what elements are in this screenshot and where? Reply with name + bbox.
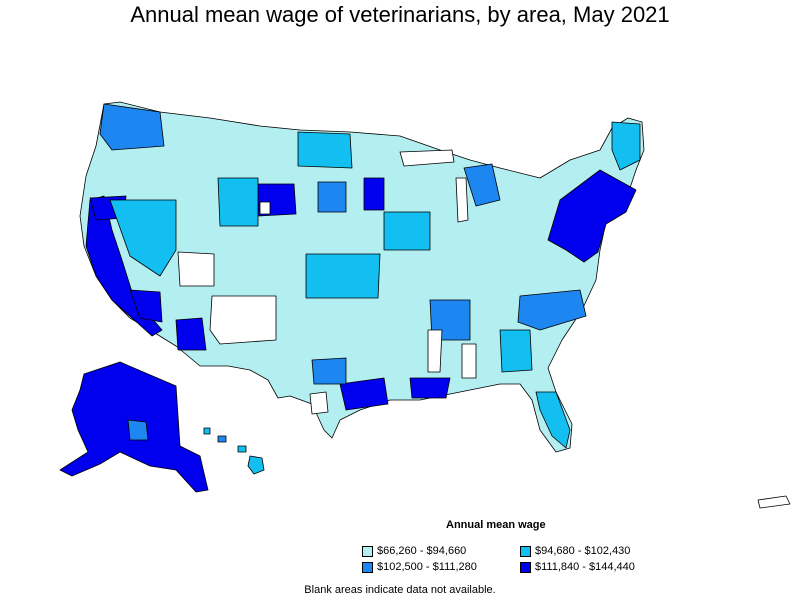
- region-michigan: [463, 163, 501, 207]
- region-idaho-wyoming: [217, 177, 259, 227]
- region-california-coast: [85, 195, 163, 337]
- region-south-dakota-east: [317, 181, 347, 213]
- region-wyoming-center: [259, 201, 271, 215]
- region-texas-central: [311, 357, 347, 385]
- region-nevada: [109, 199, 177, 277]
- alaska-southwest: [127, 419, 149, 441]
- legend-swatch-band-4: [520, 561, 531, 573]
- legend-item-band-4: $111,840 - $144,440: [520, 561, 635, 573]
- region-new-mexico-no-data: [209, 295, 277, 345]
- region-maine: [611, 121, 641, 171]
- region-washington: [99, 103, 165, 151]
- legend-label-band-4: $111,840 - $144,440: [535, 561, 635, 573]
- hawaii-maui: [237, 445, 247, 453]
- lake-michigan: [455, 177, 469, 223]
- region-dakotas: [297, 131, 353, 169]
- legend-swatch-band-1: [362, 545, 373, 557]
- region-alabama-no-data: [461, 343, 477, 379]
- region-gulf-coast: [409, 377, 451, 399]
- hawaii-kauai: [203, 427, 211, 435]
- region-iowa-illinois: [383, 211, 431, 251]
- region-texas-east: [339, 377, 389, 411]
- legend-label-band-3: $102,500 - $111,280: [377, 561, 477, 573]
- legend-item-band-1: $66,260 - $94,660: [362, 545, 466, 557]
- footnote: Blank areas indicate data not available.: [304, 584, 496, 596]
- hawaii-oahu: [217, 435, 227, 443]
- region-minnesota: [363, 177, 385, 211]
- lake-superior: [399, 149, 455, 167]
- legend-title: Annual mean wage: [446, 519, 546, 531]
- region-south-texas-no-data: [309, 391, 329, 415]
- puerto-rico: [757, 495, 791, 509]
- map-title: Annual mean wage of veterinarians, by ar…: [130, 2, 670, 27]
- region-southern-california: [129, 289, 163, 323]
- region-mississippi-no-data: [427, 329, 443, 373]
- legend-item-band-3: $102,500 - $111,280: [362, 561, 477, 573]
- region-carolinas: [517, 289, 587, 331]
- region-kansas: [305, 253, 381, 299]
- region-utah-no-data: [177, 251, 215, 287]
- region-arizona-south: [175, 317, 207, 351]
- region-georgia: [499, 329, 533, 373]
- legend-label-band-1: $66,260 - $94,660: [377, 545, 467, 557]
- region-northeast: [547, 169, 637, 263]
- hawaii-big-island: [247, 455, 265, 475]
- region-florida: [535, 391, 571, 449]
- legend-label-band-2: $94,680 - $102,430: [535, 545, 631, 557]
- legend-swatch-band-2: [520, 545, 531, 557]
- legend-item-band-2: $94,680 - $102,430: [520, 545, 630, 557]
- legend-swatch-band-3: [362, 561, 373, 573]
